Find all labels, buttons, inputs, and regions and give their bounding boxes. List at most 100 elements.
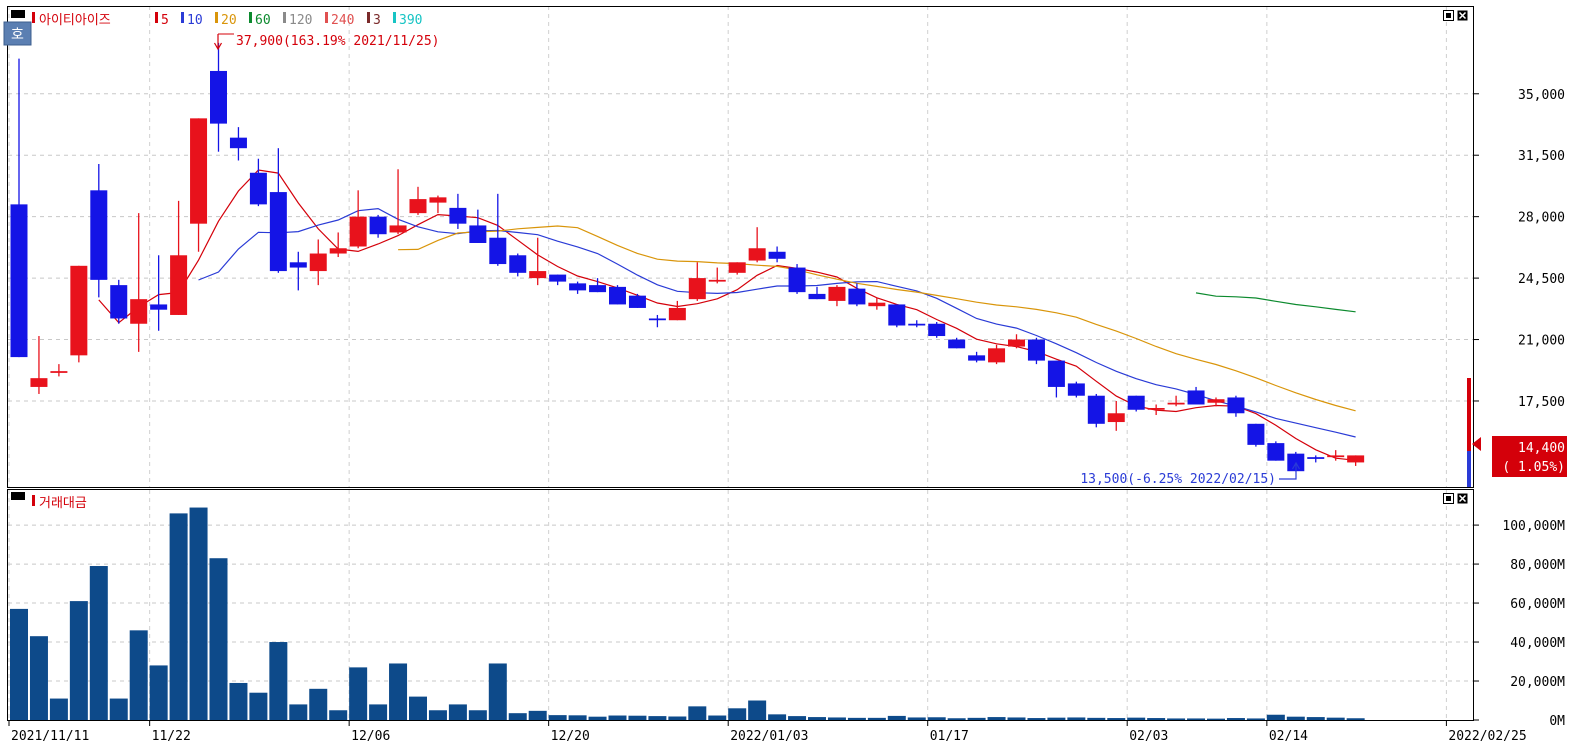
candle-body[interactable] [249, 172, 267, 205]
volume-bar[interactable] [29, 636, 48, 720]
candle-body[interactable] [1207, 399, 1225, 403]
candle-body[interactable] [10, 204, 28, 358]
candle-body[interactable] [1307, 457, 1325, 459]
volume-bar[interactable] [548, 715, 567, 720]
volume-bar[interactable] [608, 715, 627, 720]
volume-bar[interactable] [508, 713, 527, 720]
volume-bar[interactable] [428, 710, 447, 720]
candle-body[interactable] [429, 197, 447, 203]
volume-bar[interactable] [389, 663, 408, 720]
volume-bar[interactable] [369, 704, 388, 720]
candle-body[interactable] [569, 283, 587, 291]
candle-body[interactable] [908, 323, 926, 326]
ma-legend-label[interactable]: 3 [373, 13, 381, 28]
candle-body[interactable] [449, 207, 467, 224]
volume-bar[interactable] [788, 716, 807, 720]
volume-bar[interactable] [289, 704, 308, 720]
candle-body[interactable] [1227, 397, 1245, 414]
candle-body[interactable] [728, 262, 746, 273]
volume-bar[interactable] [887, 715, 906, 720]
volume-bar[interactable] [129, 630, 148, 720]
volume-bar[interactable] [309, 688, 328, 720]
candle-body[interactable] [1087, 395, 1105, 424]
candle-body[interactable] [289, 262, 307, 268]
volume-bar[interactable] [1027, 718, 1046, 720]
panel-menu-icon[interactable] [11, 492, 25, 500]
candle-body[interactable] [648, 318, 666, 321]
volume-bar[interactable] [688, 706, 707, 720]
volume-bar[interactable] [169, 513, 188, 720]
ma-legend-label[interactable]: 60 [255, 13, 271, 28]
volume-bar[interactable] [69, 601, 88, 720]
candle-body[interactable] [628, 295, 646, 308]
volume-bar[interactable] [1226, 718, 1245, 720]
candle-body[interactable] [1047, 360, 1065, 387]
volume-bar[interactable] [648, 716, 667, 720]
volume-bar[interactable] [1127, 717, 1146, 720]
volume-bar[interactable] [728, 708, 747, 720]
ma-legend-label[interactable]: 20 [221, 13, 237, 28]
volume-bar[interactable] [1047, 717, 1066, 720]
candle-body[interactable] [1247, 423, 1265, 445]
candle-body[interactable] [190, 118, 208, 224]
volume-bar[interactable] [668, 716, 687, 720]
volume-bar[interactable] [10, 608, 28, 720]
candle-body[interactable] [409, 199, 427, 214]
volume-bar[interactable] [1087, 717, 1106, 720]
volume-bar[interactable] [109, 698, 128, 720]
candle-body[interactable] [229, 137, 247, 149]
candle-body[interactable] [1327, 455, 1345, 458]
volume-bar[interactable] [827, 717, 846, 720]
candle-body[interactable] [768, 251, 786, 259]
volume-bar[interactable] [269, 642, 288, 720]
candle-body[interactable] [509, 255, 527, 273]
volume-bar[interactable] [448, 704, 467, 720]
ma-legend-label[interactable]: 10 [187, 13, 203, 28]
candle-body[interactable] [1067, 383, 1085, 396]
candle-body[interactable] [70, 265, 88, 356]
volume-bar[interactable] [628, 715, 647, 720]
candle-body[interactable] [609, 286, 626, 305]
candle-body[interactable] [868, 302, 886, 307]
volume-bar[interactable] [927, 717, 946, 720]
candle-body[interactable] [269, 192, 287, 272]
volume-bar[interactable] [468, 710, 487, 720]
candle-body[interactable] [948, 339, 966, 349]
candle-body[interactable] [688, 278, 706, 300]
volume-bar[interactable] [1326, 717, 1345, 720]
volume-bar[interactable] [1067, 717, 1086, 720]
candle-body[interactable] [389, 225, 407, 233]
volume-bar[interactable] [149, 665, 168, 720]
volume-bar[interactable] [768, 714, 787, 720]
candle-body[interactable] [110, 285, 128, 319]
volume-bar[interactable] [249, 692, 268, 720]
candle-body[interactable] [1027, 339, 1045, 361]
volume-bar[interactable] [1147, 718, 1166, 720]
volume-bar[interactable] [808, 717, 826, 720]
candle-body[interactable] [349, 216, 367, 247]
candle-body[interactable] [90, 190, 108, 280]
volume-bar[interactable] [409, 696, 427, 720]
volume-bar[interactable] [847, 717, 866, 720]
candle-body[interactable] [130, 299, 148, 324]
volume-bar[interactable] [1346, 718, 1365, 720]
volume-bar[interactable] [1187, 718, 1206, 720]
ma-legend-label[interactable]: 5 [161, 13, 169, 28]
candle-body[interactable] [788, 267, 806, 293]
candle-body[interactable] [1347, 455, 1365, 463]
volume-bar[interactable] [49, 698, 68, 720]
candle-body[interactable] [1187, 390, 1205, 405]
candle-body[interactable] [170, 255, 188, 315]
ma-legend-label[interactable]: 390 [399, 13, 422, 28]
panel-menu-icon[interactable] [11, 10, 25, 18]
volume-bar[interactable] [229, 682, 248, 720]
candle-body[interactable] [1267, 443, 1285, 461]
candle-body[interactable] [808, 293, 826, 300]
volume-bar[interactable] [1306, 717, 1325, 720]
volume-bar[interactable] [1286, 716, 1305, 720]
volume-bar[interactable] [1207, 718, 1225, 720]
volume-bar[interactable] [1266, 714, 1285, 720]
candle-body[interactable] [309, 253, 327, 272]
volume-bar[interactable] [588, 716, 607, 720]
volume-bar[interactable] [488, 663, 507, 720]
